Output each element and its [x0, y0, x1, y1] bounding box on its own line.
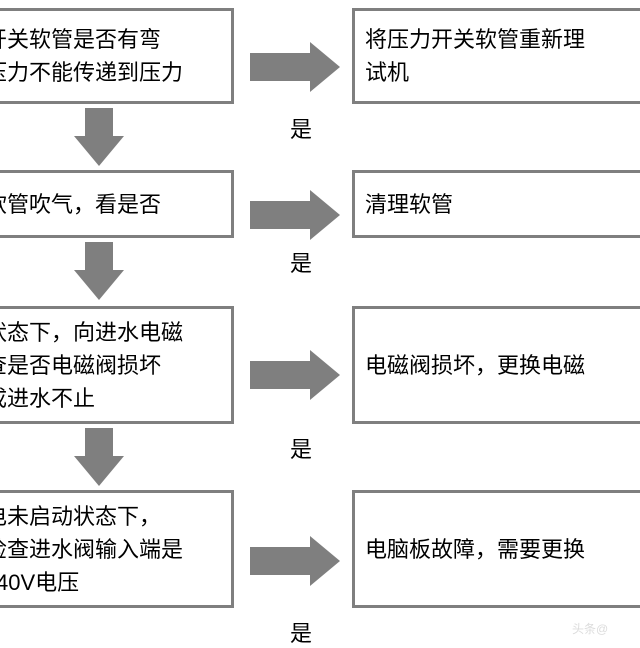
- arrow-right-1: [250, 42, 340, 92]
- flow-node-text: 电磁阀损坏，更换电磁: [365, 349, 585, 382]
- arrow-head-icon: [74, 136, 124, 166]
- flow-node-q1: 力开关软管是否有弯或压力不能传递到压力: [0, 8, 234, 104]
- arrow-shaft: [250, 361, 310, 389]
- flow-node-q2: 关软管吹气，看是否: [0, 170, 234, 238]
- flow-node-text: 力开关软管是否有弯或压力不能传递到压力: [0, 23, 183, 89]
- edge-label-yes-3: 是: [290, 432, 312, 464]
- flow-node-a3: 电磁阀损坏，更换电磁: [352, 306, 640, 424]
- flow-node-text: 清理软管: [365, 188, 453, 221]
- flow-node-text: 几状态下，向进水电磁检查是否电磁阀损坏造成进水不止: [0, 316, 183, 415]
- flow-node-text: 通电未启动状态下，接检查进水阀输入端是V-240V电压: [0, 500, 183, 599]
- arrow-shaft: [85, 108, 113, 136]
- arrow-down-1: [74, 108, 124, 166]
- flowchart-canvas: 力开关软管是否有弯或压力不能传递到压力 将压力开关软管重新理试机关软管吹气，看是否…: [0, 0, 640, 640]
- arrow-shaft: [85, 428, 113, 456]
- arrow-shaft: [85, 242, 113, 270]
- edge-label-yes-2: 是: [290, 246, 312, 278]
- edge-label-yes-1: 是: [290, 112, 312, 144]
- flow-node-q4: 通电未启动状态下，接检查进水阀输入端是V-240V电压: [0, 490, 234, 608]
- flow-node-text: 关软管吹气，看是否: [0, 188, 161, 221]
- edge-label-yes-4: 是: [290, 616, 312, 648]
- flow-node-a1: 将压力开关软管重新理试机: [352, 8, 640, 104]
- arrow-shaft: [250, 201, 310, 229]
- arrow-right-2: [250, 190, 340, 240]
- arrow-down-3: [74, 428, 124, 486]
- arrow-head-icon: [74, 456, 124, 486]
- flow-node-q3: 几状态下，向进水电磁检查是否电磁阀损坏造成进水不止: [0, 306, 234, 424]
- arrow-head-icon: [310, 42, 340, 92]
- arrow-shaft: [250, 547, 310, 575]
- flow-node-a4: 电脑板故障，需要更换: [352, 490, 640, 608]
- flow-node-text: 将压力开关软管重新理试机: [365, 23, 585, 89]
- arrow-shaft: [250, 53, 310, 81]
- flow-node-a2: 清理软管: [352, 170, 640, 238]
- flow-node-text: 电脑板故障，需要更换: [365, 533, 585, 566]
- arrow-head-icon: [310, 190, 340, 240]
- arrow-right-3: [250, 350, 340, 400]
- arrow-head-icon: [310, 536, 340, 586]
- watermark-text: 头条@: [572, 620, 608, 637]
- arrow-head-icon: [74, 270, 124, 300]
- arrow-down-2: [74, 242, 124, 300]
- arrow-head-icon: [310, 350, 340, 400]
- arrow-right-4: [250, 536, 340, 586]
